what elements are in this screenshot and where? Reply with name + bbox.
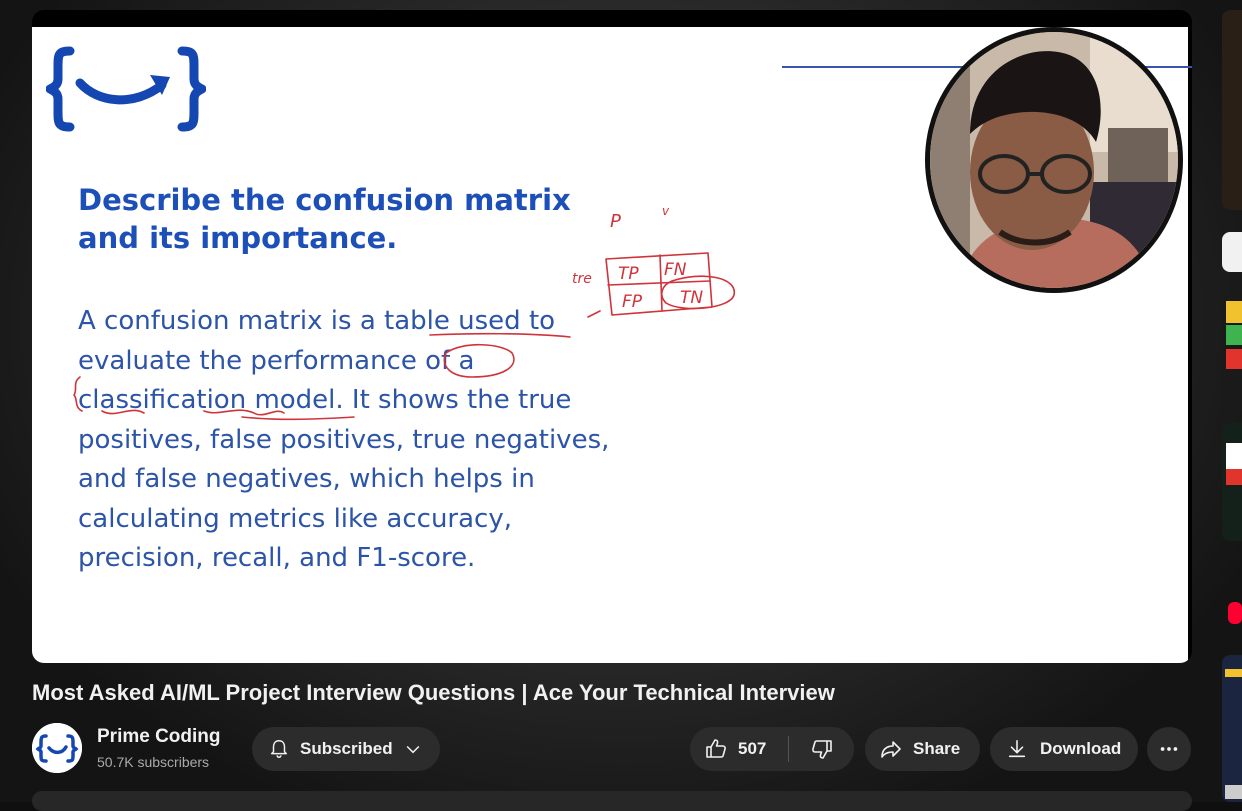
bell-icon bbox=[270, 740, 288, 758]
recommendation-thumbnail[interactable] bbox=[1222, 655, 1242, 802]
download-label: Download bbox=[1040, 739, 1122, 758]
like-dislike-group: 507 bbox=[690, 727, 854, 771]
thumbs-up-icon bbox=[706, 739, 726, 758]
share-button[interactable]: Share bbox=[865, 727, 980, 771]
slide-logo-icon bbox=[46, 46, 206, 132]
dislike-button[interactable] bbox=[789, 727, 854, 771]
slide-body-line: evaluate the performance of a bbox=[78, 345, 475, 376]
ink-label-tp: TP bbox=[618, 264, 639, 284]
channel-logo-icon bbox=[32, 723, 82, 773]
slide-title-line: Describe the confusion matrix bbox=[78, 183, 571, 217]
thumbs-down-icon bbox=[811, 740, 832, 759]
ink-label-p: P bbox=[610, 211, 621, 232]
description-box[interactable] bbox=[32, 791, 1192, 811]
slide-body-line: precision, recall, and F1-score. bbox=[78, 543, 476, 573]
subscriber-count: 50.7K subscribers bbox=[97, 754, 210, 770]
download-button[interactable]: Download bbox=[990, 727, 1138, 771]
shorts-icon[interactable] bbox=[1222, 598, 1242, 628]
recommendation-thumbnail[interactable] bbox=[1222, 10, 1242, 210]
ink-annotations: P v tre TP FN FP TN bbox=[73, 204, 735, 421]
download-icon bbox=[1008, 739, 1026, 758]
video-player[interactable]: Describe the confusion matrix and its im… bbox=[32, 10, 1192, 663]
slide-title: Describe the confusion matrix and its im… bbox=[78, 181, 638, 257]
video-title: Most Asked AI/ML Project Interview Quest… bbox=[32, 680, 835, 705]
more-dots-icon bbox=[1160, 747, 1178, 751]
ink-underline bbox=[241, 416, 355, 421]
share-label: Share bbox=[913, 739, 961, 758]
chevron-down-icon bbox=[406, 745, 419, 754]
ink-brace bbox=[73, 376, 83, 412]
ink-underline bbox=[101, 409, 145, 415]
avatar[interactable] bbox=[32, 723, 82, 773]
more-actions-button[interactable] bbox=[1147, 727, 1191, 771]
ink-label-fn: FN bbox=[664, 260, 687, 280]
slide-body-line: A confusion matrix is a table used to bbox=[78, 306, 556, 336]
presenter-image bbox=[930, 32, 1178, 288]
ink-label-tn: TN bbox=[680, 288, 703, 308]
ink-label-v: v bbox=[662, 204, 670, 218]
recommendation-thumbnail[interactable] bbox=[1222, 423, 1242, 541]
ink-dash bbox=[587, 310, 601, 318]
ink-matrix bbox=[607, 280, 711, 286]
slide-body-line: and false negatives, which helps in bbox=[78, 464, 535, 494]
ink-label-tre: tre bbox=[572, 271, 592, 287]
slide-title-line: and its importance. bbox=[78, 221, 398, 255]
subscribed-label: Subscribed bbox=[300, 739, 393, 758]
subscribed-button[interactable]: Subscribed bbox=[252, 727, 440, 771]
presenter-webcam bbox=[925, 27, 1183, 293]
ink-label-fp: FP bbox=[622, 292, 643, 312]
slide-body-line: classification model. It shows the true bbox=[78, 385, 572, 415]
ink-circle bbox=[443, 343, 515, 378]
like-divider bbox=[788, 736, 789, 762]
filter-chip[interactable] bbox=[1222, 232, 1242, 272]
like-button[interactable]: 507 bbox=[690, 727, 788, 771]
channel-name[interactable]: Prime Coding bbox=[97, 726, 221, 747]
ink-underline bbox=[203, 409, 285, 416]
slide-body: A confusion matrix is a table used to ev… bbox=[78, 302, 678, 579]
ink-circle bbox=[660, 275, 735, 310]
like-count: 507 bbox=[738, 739, 767, 758]
ink-underline bbox=[429, 332, 571, 338]
recommendation-thumbnail[interactable] bbox=[1222, 295, 1242, 413]
slide-body-line: calculating metrics like accuracy, bbox=[78, 503, 512, 534]
recommendations-sidebar bbox=[1222, 0, 1242, 802]
slide-body-line: positives, false positives, true negativ… bbox=[78, 424, 610, 455]
share-arrow-icon bbox=[881, 741, 901, 758]
